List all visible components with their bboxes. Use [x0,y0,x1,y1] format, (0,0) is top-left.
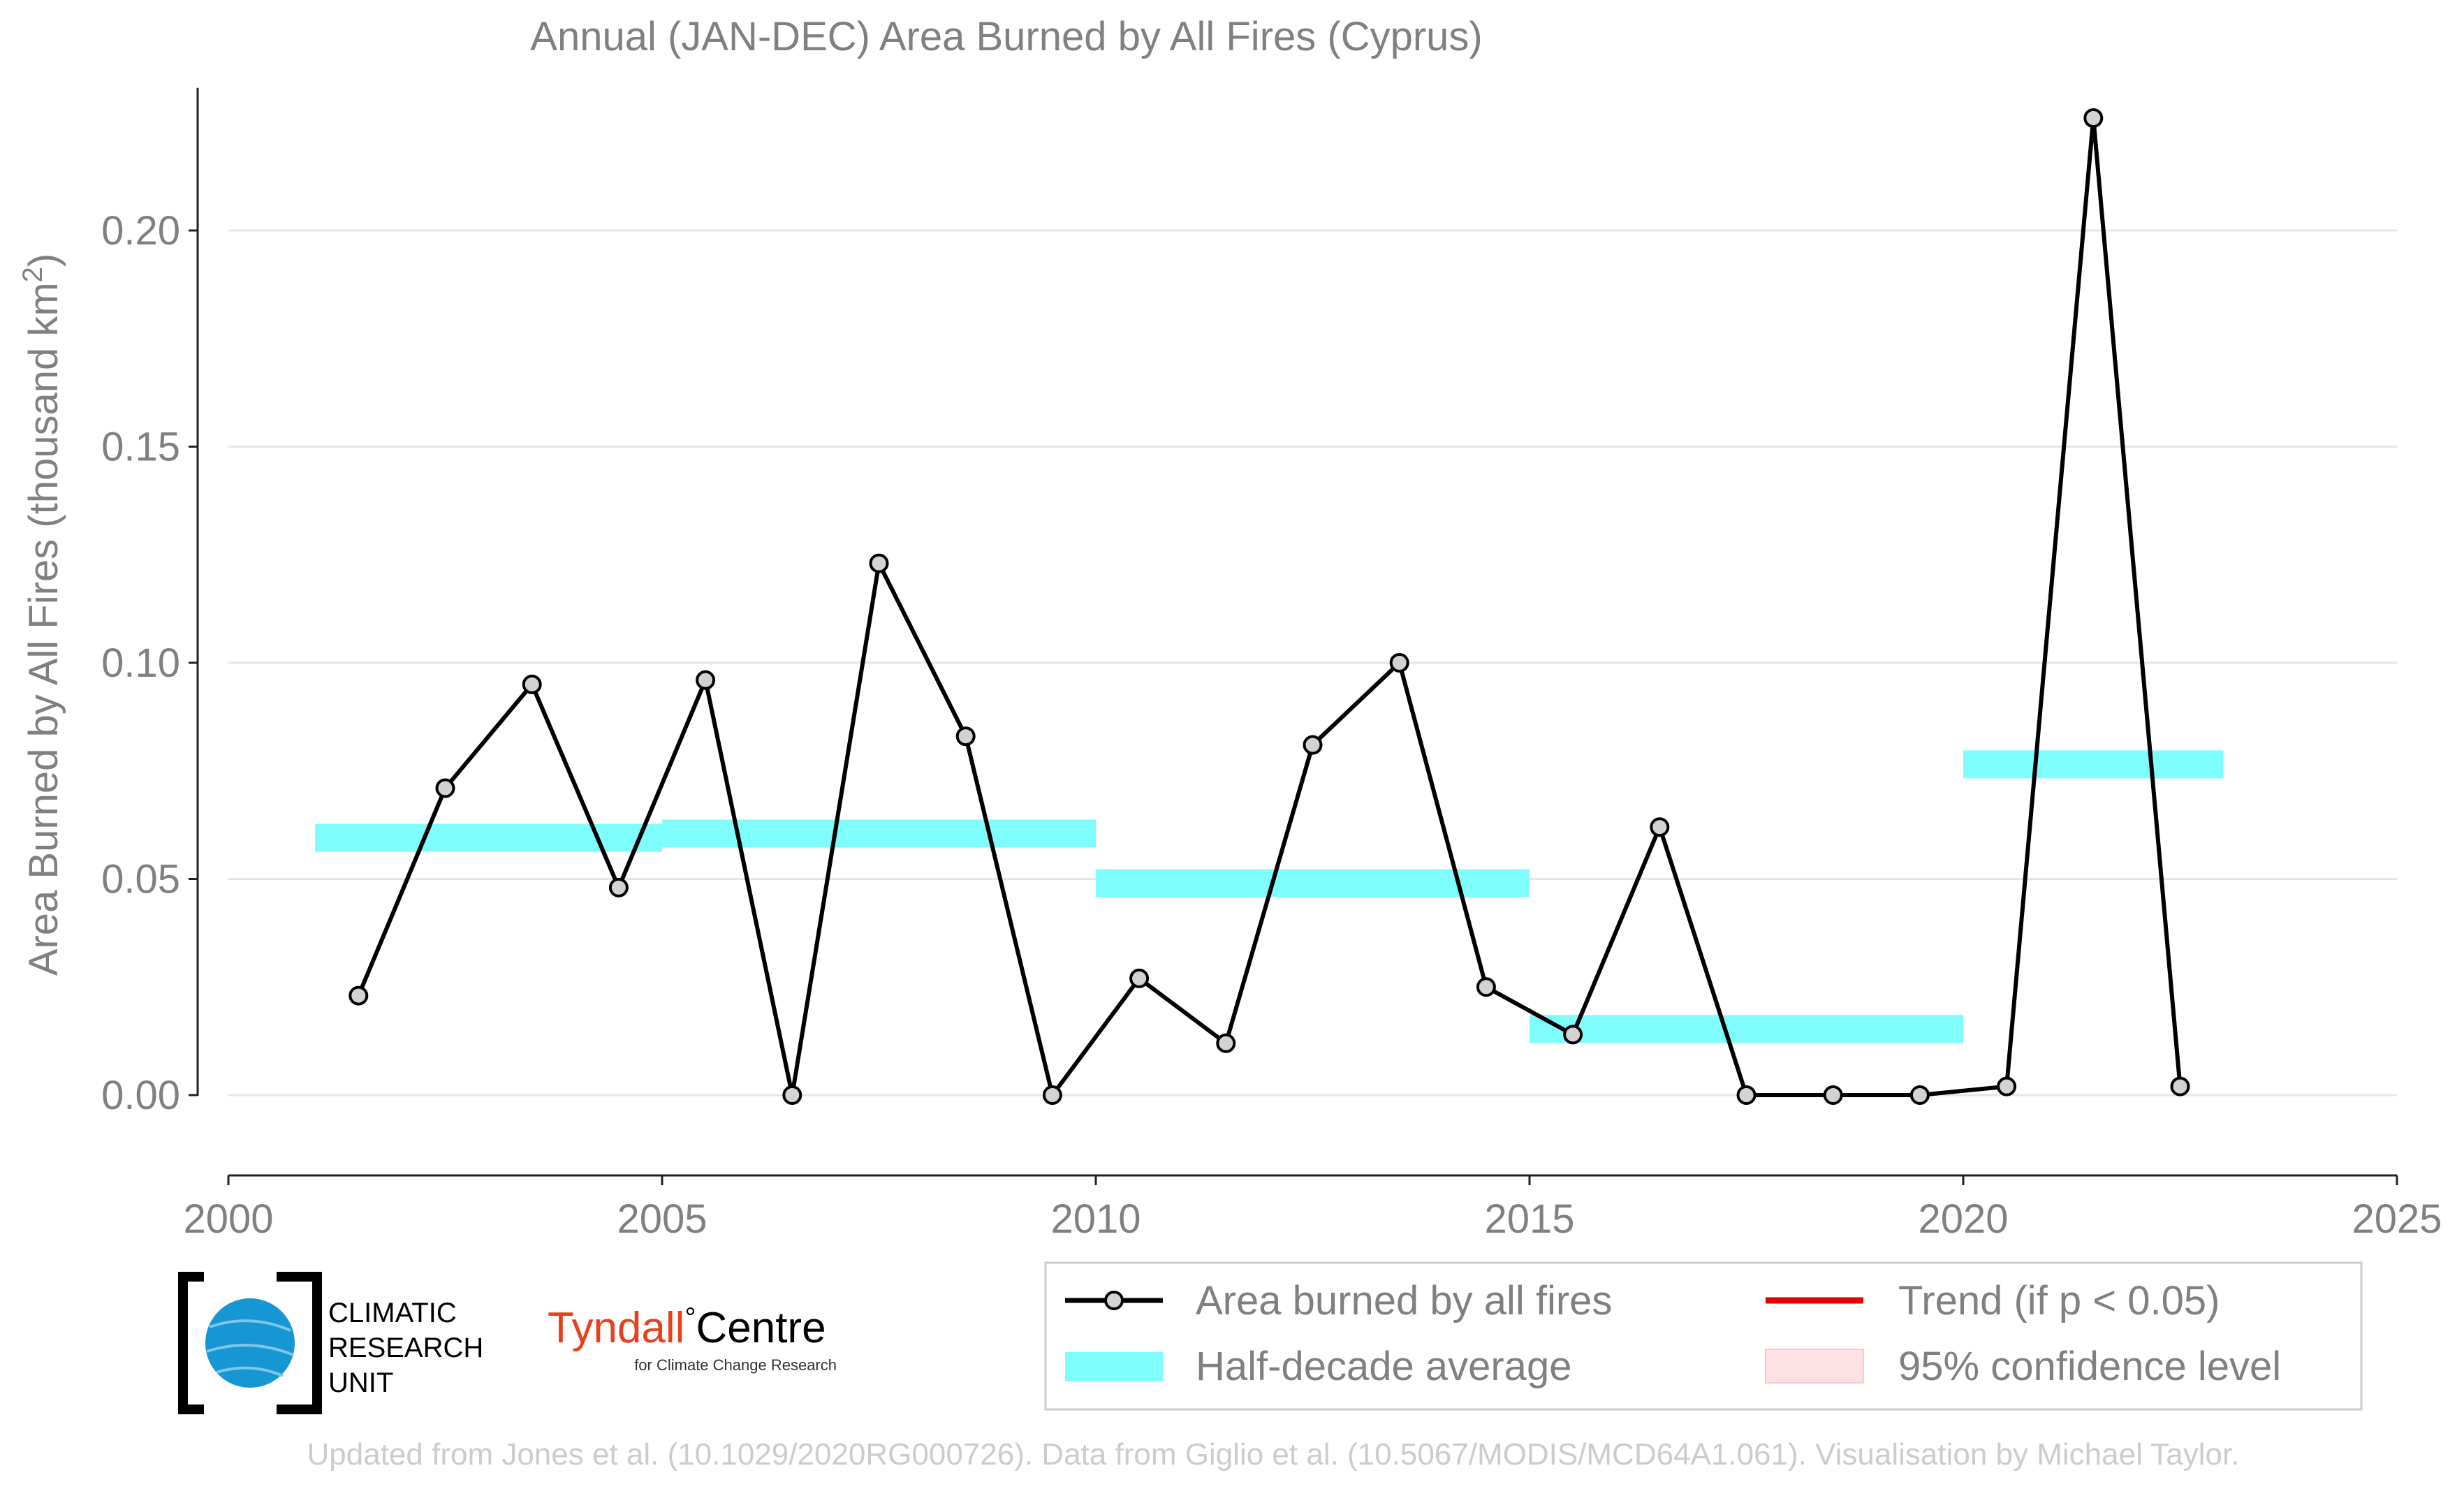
y-tick-label: 0.00 [101,1073,180,1118]
cru-logo: CLIMATIC RESEARCH UNIT [178,1272,483,1414]
globe-icon [205,1298,295,1388]
cru-bracket-right-icon [277,1272,322,1414]
half-decade-band [1963,750,2224,779]
x-tick-label: 2015 [1484,1196,1574,1242]
data-point [522,674,542,694]
tyndall-subtitle: for Climate Change Research [634,1356,837,1374]
y-tick-labels: 0.00 0.05 0.10 0.15 0.20 [101,208,180,1118]
x-tick-label: 2000 [183,1196,273,1242]
chart-title: Annual (JAN-DEC) Area Burned by All Fire… [530,14,1482,59]
data-point [955,726,976,747]
series-line [356,116,2183,1097]
legend-label-trend: Trend (if p < 0.05) [1898,1278,2220,1323]
data-point [1997,1076,2017,1096]
data-point [1909,1085,1930,1105]
legend-item-half-decade: Half-decade average [1065,1344,1571,1389]
y-tick-label: 0.05 [101,857,180,902]
x-tick-label: 2005 [617,1196,707,1242]
cru-line-1: CLIMATIC [328,1298,457,1328]
half-decade-band [1096,869,1530,897]
legend-item-confidence: 95% confidence level [1765,1344,2281,1389]
tyndall-logo: Tyndall°Centre for Climate Change Resear… [548,1303,837,1374]
data-point [2083,108,2104,129]
data-point [696,670,716,690]
legend-marker-icon [1104,1291,1124,1310]
half-decade-band [1530,1015,1963,1043]
grid-lines [228,229,2397,1096]
data-point [1476,977,1496,997]
data-point [1650,817,1670,837]
cru-bracket-left-icon [178,1272,204,1414]
data-point [1389,653,1409,673]
data-point [1563,1025,1583,1045]
series-area-burned [349,108,2190,1105]
data-point [1303,735,1323,755]
data-point [1736,1085,1757,1105]
footer-credits: Updated from Jones et al. (10.1029/2020R… [307,1437,2240,1472]
x-tick-labels: 2000 2005 2010 2015 2020 2025 [183,1196,2442,1242]
legend-box [1044,1261,2363,1411]
legend-item-trend: Trend (if p < 0.05) [1766,1278,2220,1323]
data-point [1129,968,1150,988]
legend: Area burned by all fires Half-decade ave… [1044,1261,2363,1411]
y-axis-label: Area Burned by All Fires (thousand km2) [17,254,66,976]
data-point [1042,1085,1062,1105]
axes [189,87,2398,1185]
data-point [1823,1085,1843,1105]
data-point [608,877,629,897]
x-tick-label: 2010 [1050,1196,1141,1242]
data-point [1216,1033,1236,1053]
cru-line-3: UNIT [328,1367,393,1398]
cru-line-2: RESEARCH [328,1333,483,1363]
legend-label-half-decade: Half-decade average [1196,1344,1571,1389]
data-point [349,985,369,1006]
legend-label-area-burned: Area burned by all fires [1196,1278,1612,1323]
data-point [782,1085,802,1105]
y-tick-label: 0.20 [101,208,180,254]
legend-label-confidence: 95% confidence level [1898,1344,2281,1389]
half-decade-band [662,819,1096,848]
legend-item-area-burned: Area burned by all fires [1065,1278,1612,1323]
y-tick-label: 0.10 [101,640,180,686]
x-tick-label: 2025 [2352,1196,2442,1242]
y-tick-label: 0.15 [101,425,180,470]
data-point [435,778,455,798]
half-decade-band [315,823,662,852]
tyndall-wordmark: Tyndall°Centre [548,1303,826,1352]
x-tick-label: 2020 [1918,1196,2008,1242]
data-point [2170,1076,2190,1096]
data-point [869,553,889,573]
